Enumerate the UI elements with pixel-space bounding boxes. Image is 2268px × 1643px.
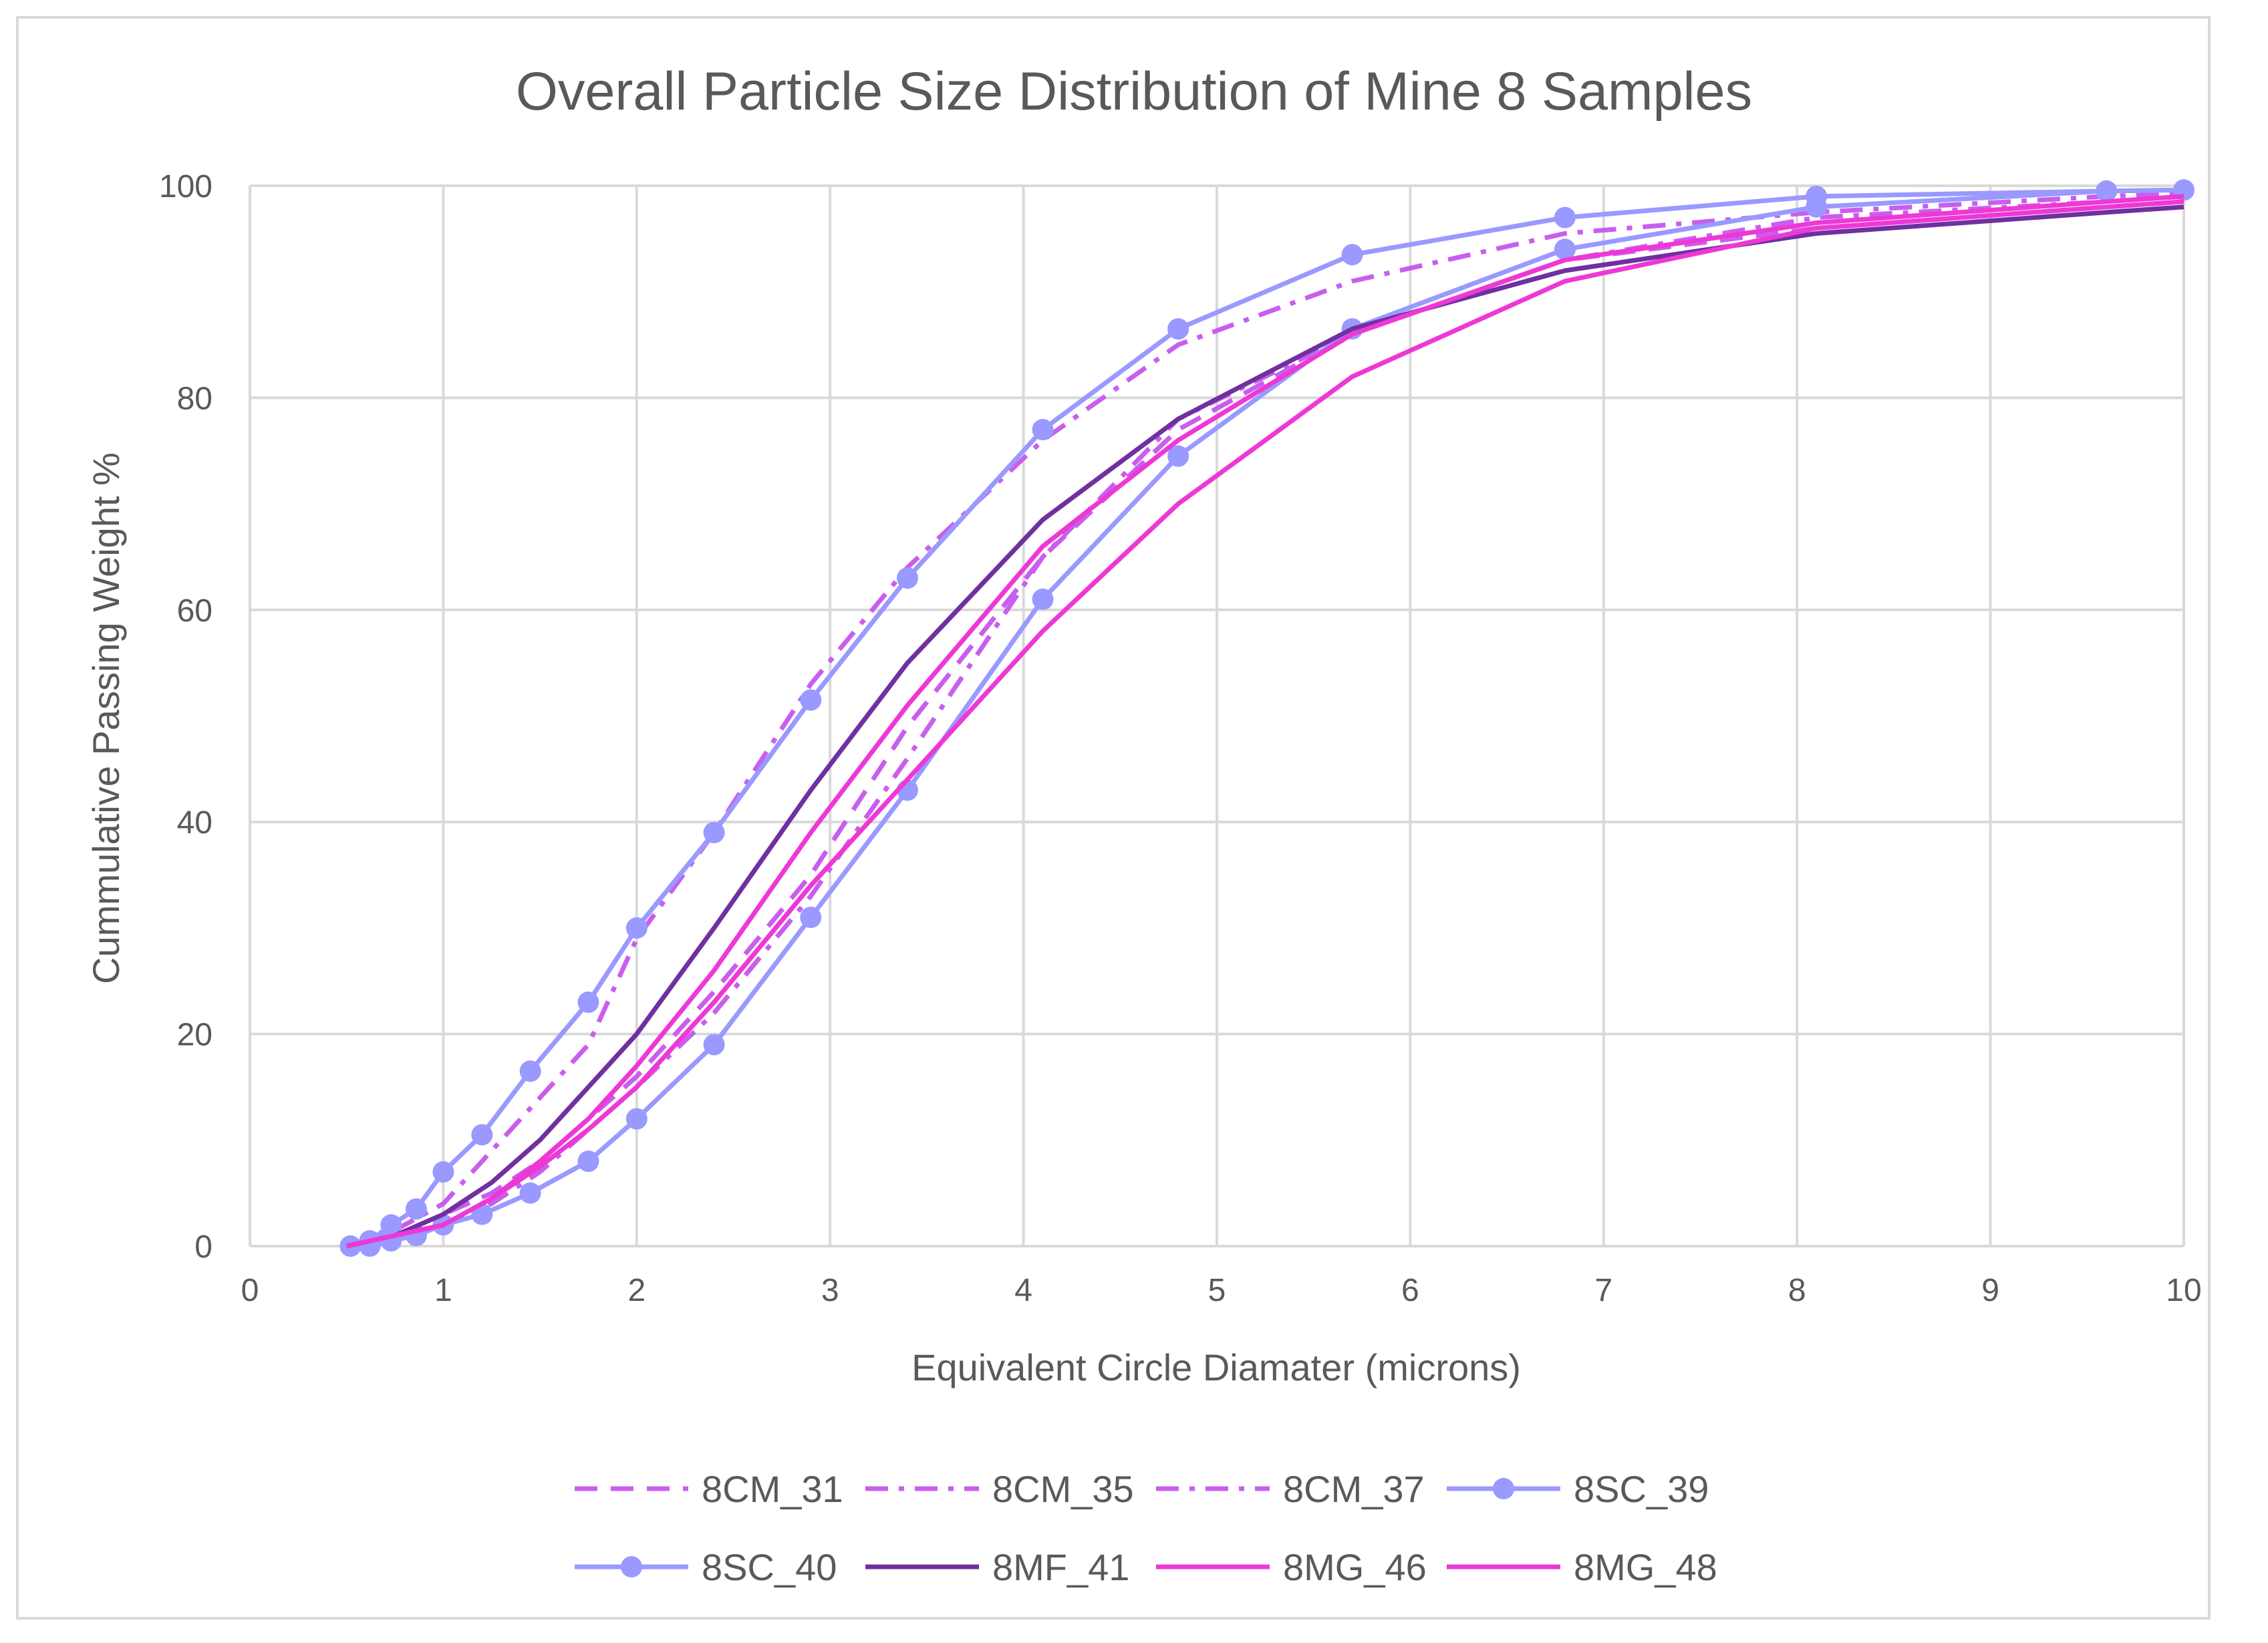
legend-marker <box>621 1556 642 1578</box>
data-point <box>800 907 822 929</box>
chart-frame <box>16 16 2211 1620</box>
legend-label: 8SC_40 <box>702 1546 837 1588</box>
data-point <box>1554 206 1576 229</box>
x-tick-label: 9 <box>1981 1273 1999 1308</box>
chart-title: Overall Particle Size Distribution of Mi… <box>516 61 1752 122</box>
data-point <box>405 1198 427 1220</box>
legend-item: 8CM_37 <box>1156 1468 1425 1510</box>
y-tick-label: 40 <box>177 805 212 841</box>
data-point <box>1806 185 1828 207</box>
data-point <box>1032 588 1054 610</box>
x-axis-title: Equivalent Circle Diamater (microns) <box>911 1346 1521 1388</box>
grid <box>249 184 2185 1247</box>
data-point <box>703 1034 725 1056</box>
series-8SC_39 <box>339 179 2194 1257</box>
series-8MF_41 <box>345 204 2184 1249</box>
data-point <box>471 1124 493 1146</box>
legend-label: 8MF_41 <box>992 1546 1129 1588</box>
y-tick-label: 60 <box>177 593 212 629</box>
y-axis-title: Cummulative Passing Weight % <box>85 452 127 984</box>
legend-label: 8MG_48 <box>1574 1546 1717 1588</box>
x-tick-label: 3 <box>821 1273 839 1308</box>
legend-item: 8MF_41 <box>865 1546 1129 1588</box>
series-line <box>345 194 2184 1249</box>
series-line <box>345 204 2184 1249</box>
data-point <box>800 689 822 711</box>
x-tick-label: 1 <box>434 1273 452 1308</box>
data-point <box>1167 445 1189 467</box>
series-line <box>345 190 2184 1249</box>
legend: 8CM_31 8CM_35 8CM_37 8SC_39 8SC_40 8MF_41 8MG_… <box>575 1468 1717 1588</box>
series-8CM_31 <box>345 199 2184 1249</box>
series-8MG_48 <box>345 199 2184 1249</box>
data-point <box>1032 419 1054 441</box>
x-tick-label: 0 <box>241 1273 259 1308</box>
data-point <box>1167 318 1189 340</box>
data-point <box>577 991 599 1013</box>
data-point <box>1341 244 1363 266</box>
x-tick-label: 5 <box>1208 1273 1226 1308</box>
series-layer <box>339 179 2194 1257</box>
x-tick-label: 2 <box>627 1273 646 1308</box>
legend-marker <box>1493 1478 1514 1499</box>
legend-item: 8CM_31 <box>575 1468 843 1510</box>
legend-label: 8MG_46 <box>1283 1546 1427 1588</box>
data-point <box>703 822 725 844</box>
x-tick-label: 10 <box>2166 1273 2201 1308</box>
series-8CM_35 <box>345 194 2184 1249</box>
data-point <box>432 1161 454 1183</box>
y-tick-label: 100 <box>159 169 212 204</box>
legend-item: 8SC_40 <box>575 1546 837 1588</box>
legend-item: 8SC_39 <box>1447 1468 1709 1510</box>
legend-item: 8CM_35 <box>865 1468 1134 1510</box>
x-tick-label: 7 <box>1594 1273 1612 1308</box>
series-line <box>345 194 2184 1249</box>
series-line <box>345 199 2184 1249</box>
y-tick-label: 0 <box>194 1229 212 1265</box>
data-point <box>380 1214 402 1236</box>
legend-label: 8CM_31 <box>702 1468 843 1510</box>
data-point <box>577 1151 599 1173</box>
data-point <box>896 567 918 589</box>
data-point <box>625 1108 648 1130</box>
legend-label: 8CM_35 <box>992 1468 1134 1510</box>
series-8SC_40 <box>339 179 2194 1257</box>
data-point <box>625 917 648 939</box>
x-tick-label: 6 <box>1401 1273 1419 1308</box>
series-8CM_37 <box>345 190 2184 1249</box>
legend-label: 8SC_39 <box>1574 1468 1709 1510</box>
series-8MG_46 <box>345 194 2184 1249</box>
data-point <box>2096 180 2118 202</box>
data-point <box>519 1060 541 1082</box>
data-point <box>519 1182 541 1204</box>
legend-item: 8MG_48 <box>1447 1546 1717 1588</box>
data-point <box>1554 239 1576 261</box>
legend-item: 8MG_46 <box>1156 1546 1427 1588</box>
legend-label: 8CM_37 <box>1283 1468 1425 1510</box>
x-tick-label: 8 <box>1788 1273 1806 1308</box>
y-tick-label: 20 <box>177 1018 212 1053</box>
x-tick-label: 4 <box>1014 1273 1032 1308</box>
series-line <box>345 199 2184 1249</box>
y-tick-label: 80 <box>177 381 212 416</box>
